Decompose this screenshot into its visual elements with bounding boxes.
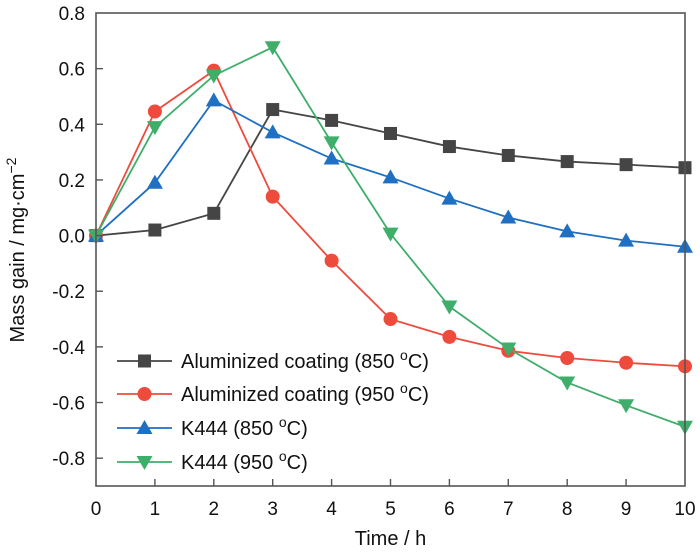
y-tick-label: -0.8 [52,449,85,470]
data-point [442,140,456,154]
legend-item: Aluminized coating (850 oC) [117,347,429,373]
data-point [501,148,515,162]
y-tick-label: -0.4 [52,338,85,359]
data-point [560,351,575,366]
y-tick-label: -0.2 [52,282,85,303]
data-point [323,136,340,151]
data-point [619,355,634,370]
data-point [325,113,339,127]
legend-item: K444 (950 oC) [117,448,308,474]
data-point [441,300,458,315]
data-point [619,158,633,172]
data-point [384,126,397,140]
legend-marker [136,456,153,470]
data-point [500,209,517,224]
data-point [266,103,280,117]
x-tick-label: 5 [385,499,396,520]
data-point [560,155,574,169]
legend-marker [136,420,153,434]
data-point [147,104,162,119]
legend-marker [138,354,151,368]
data-point [148,223,162,237]
data-point [618,399,635,414]
series-1 [89,103,692,243]
legend-item: Aluminized coating (950 oC) [117,380,429,406]
data-point [559,376,576,391]
x-tick-label: 3 [267,499,278,520]
data-point [442,329,457,344]
legend-label: Aluminized coating (850 oC) [181,347,429,373]
x-tick-label: 2 [209,499,220,520]
x-tick-label: 10 [674,499,695,520]
y-tick-label: 0.4 [59,115,86,136]
data-point [323,150,340,165]
x-tick-label: 6 [444,499,455,520]
x-axis-label: Time / h [355,528,427,550]
data-point [383,312,398,327]
y-tick-label: 0.2 [59,171,85,192]
legend: Aluminized coating (850 oC) Aluminized co… [117,347,429,474]
data-point [441,190,458,205]
x-tick-label: 9 [621,499,632,520]
plot-frame [95,12,686,487]
x-tick-label: 0 [91,499,102,520]
x-tick-label: 8 [562,499,573,520]
series-3 [88,92,693,253]
legend-label: K444 (850 oC) [181,414,308,440]
x-tick-label: 1 [150,499,161,520]
y-tick-label: 0.0 [59,227,85,248]
data-point [559,223,576,238]
legend-label: Aluminized coating (950 oC) [181,380,429,406]
legend-item: K444 (850 oC) [117,414,308,440]
y-axis-label: Mass gain / mg·cm−2 [3,157,29,342]
y-tick-label: -0.6 [52,394,85,415]
data-point [500,342,517,357]
data-point [205,69,222,84]
legend-marker [137,387,152,401]
data-point [207,206,221,220]
data-point [324,253,339,268]
y-tick-label: 0.6 [59,60,85,81]
series-layer [88,41,693,435]
y-axis-label-sup: −2 [3,157,19,173]
y-tick-label: 0.8 [59,4,85,25]
y-axis-label-main: Mass gain / mg·cm [7,174,29,343]
legend-label: K444 (950 oC) [181,448,308,474]
x-tick-label: 4 [326,499,337,520]
data-point [146,121,163,136]
data-point [382,227,399,242]
series-2 [89,63,692,374]
data-point [265,189,280,204]
axis-layer: 0 1 2 3 4 5 6 7 8 9 10 0.8 0.6 0.4 0.2 0.0 -0.2 -0.4 -0.6 -… [52,4,695,520]
data-point [205,92,222,107]
data-point [264,41,281,56]
x-tick-label: 7 [503,499,514,520]
data-point [264,124,281,139]
series-4 [88,41,693,435]
data-point [146,174,163,189]
data-point [382,169,399,184]
data-point [618,232,635,247]
